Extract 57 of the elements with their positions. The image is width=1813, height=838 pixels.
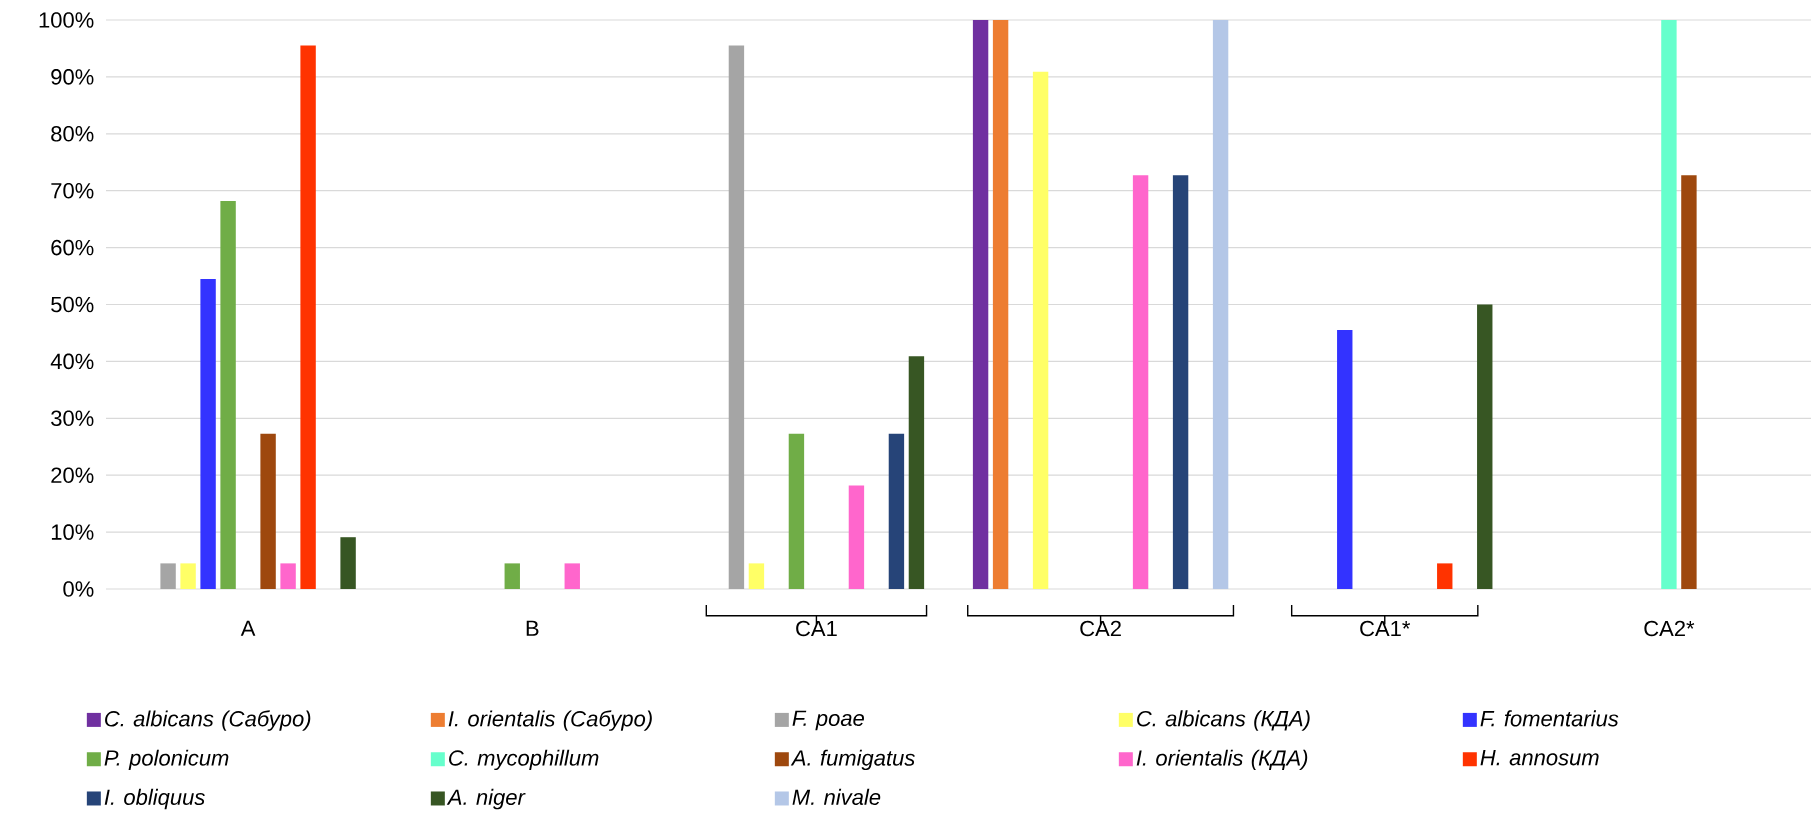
bar bbox=[220, 200, 236, 589]
bar bbox=[1661, 19, 1677, 589]
bar bbox=[1477, 304, 1493, 589]
y-tick-label: 100% bbox=[39, 12, 94, 28]
bar bbox=[992, 19, 1009, 589]
legend-label: C. albicans (КДА) bbox=[1137, 710, 1310, 731]
bar bbox=[848, 485, 865, 589]
y-tick-label: 80% bbox=[51, 126, 94, 142]
x-tick-label: CA1 bbox=[796, 620, 837, 637]
legend-label: A. niger bbox=[446, 788, 526, 810]
bar bbox=[180, 563, 196, 589]
bar bbox=[1437, 563, 1453, 589]
legend-label: P. polonicum bbox=[104, 749, 229, 771]
y-tick-label: 70% bbox=[51, 182, 94, 199]
legend-label: C. albicans (Сабуро) bbox=[105, 710, 311, 731]
bar bbox=[260, 433, 276, 589]
legend-label: F. poae bbox=[792, 710, 864, 731]
bar bbox=[504, 563, 520, 589]
y-tick-label: 20% bbox=[51, 467, 94, 483]
x-tick-label: CA2 bbox=[1080, 620, 1121, 637]
y-tick-label: 90% bbox=[51, 69, 94, 85]
bar bbox=[748, 563, 765, 589]
y-tick-label: 50% bbox=[51, 296, 94, 313]
legend-label: I. obliquus bbox=[104, 788, 205, 810]
bar bbox=[200, 278, 216, 589]
x-tick-label: A bbox=[240, 620, 256, 636]
bar bbox=[728, 45, 745, 589]
y-tick-label: 60% bbox=[51, 239, 94, 256]
bar bbox=[1132, 175, 1149, 589]
legend-label: F. fomentarius bbox=[1480, 710, 1619, 727]
y-tick-label: 40% bbox=[50, 353, 94, 370]
x-tick-label: CA2* bbox=[1644, 620, 1695, 637]
bar bbox=[888, 433, 905, 589]
legend-label: I. orientalis (Сабуро) bbox=[448, 710, 652, 731]
y-tick-label: 0% bbox=[63, 581, 94, 597]
bar bbox=[1681, 175, 1697, 589]
x-tick-label: B bbox=[526, 620, 539, 636]
legend-label: A. fumigatus bbox=[790, 749, 915, 771]
bar bbox=[972, 19, 989, 589]
y-tick-label: 30% bbox=[51, 410, 94, 427]
y-tick-label: 10% bbox=[51, 524, 94, 540]
legend-label: I. orientalis (КДА) bbox=[1136, 749, 1308, 771]
legend-label: H. annosum bbox=[1480, 750, 1599, 766]
x-tick-label: CA1* bbox=[1360, 620, 1411, 637]
bar bbox=[1172, 175, 1189, 589]
bar bbox=[300, 45, 316, 589]
bar bbox=[280, 563, 296, 589]
bar bbox=[788, 433, 805, 589]
bar bbox=[340, 537, 356, 589]
bar bbox=[564, 563, 580, 589]
legend-label: C. mycophillum bbox=[449, 749, 599, 771]
bar bbox=[1032, 71, 1049, 589]
bar bbox=[1212, 19, 1229, 589]
bar bbox=[160, 563, 176, 589]
legend-label: M. nivale bbox=[792, 788, 881, 806]
bar bbox=[908, 356, 925, 589]
bar bbox=[1337, 330, 1353, 589]
